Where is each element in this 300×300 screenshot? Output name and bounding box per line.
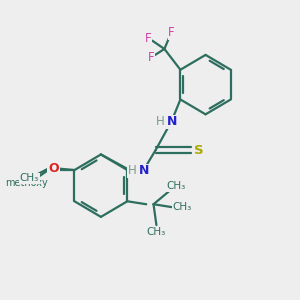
Text: CH₃: CH₃ <box>20 173 39 183</box>
Text: F: F <box>145 32 152 45</box>
Text: CH₃: CH₃ <box>172 202 192 212</box>
Text: O: O <box>48 162 59 175</box>
Text: H: H <box>128 164 137 177</box>
Text: N: N <box>167 115 177 128</box>
Text: F: F <box>168 26 175 39</box>
Text: CH₃: CH₃ <box>147 227 166 238</box>
Text: S: S <box>194 143 203 157</box>
Text: H: H <box>156 115 164 128</box>
Text: O: O <box>47 164 58 177</box>
Text: F: F <box>148 51 154 64</box>
Text: N: N <box>139 164 149 177</box>
Text: CH₃: CH₃ <box>167 182 186 191</box>
Text: methoxy: methoxy <box>5 178 48 188</box>
